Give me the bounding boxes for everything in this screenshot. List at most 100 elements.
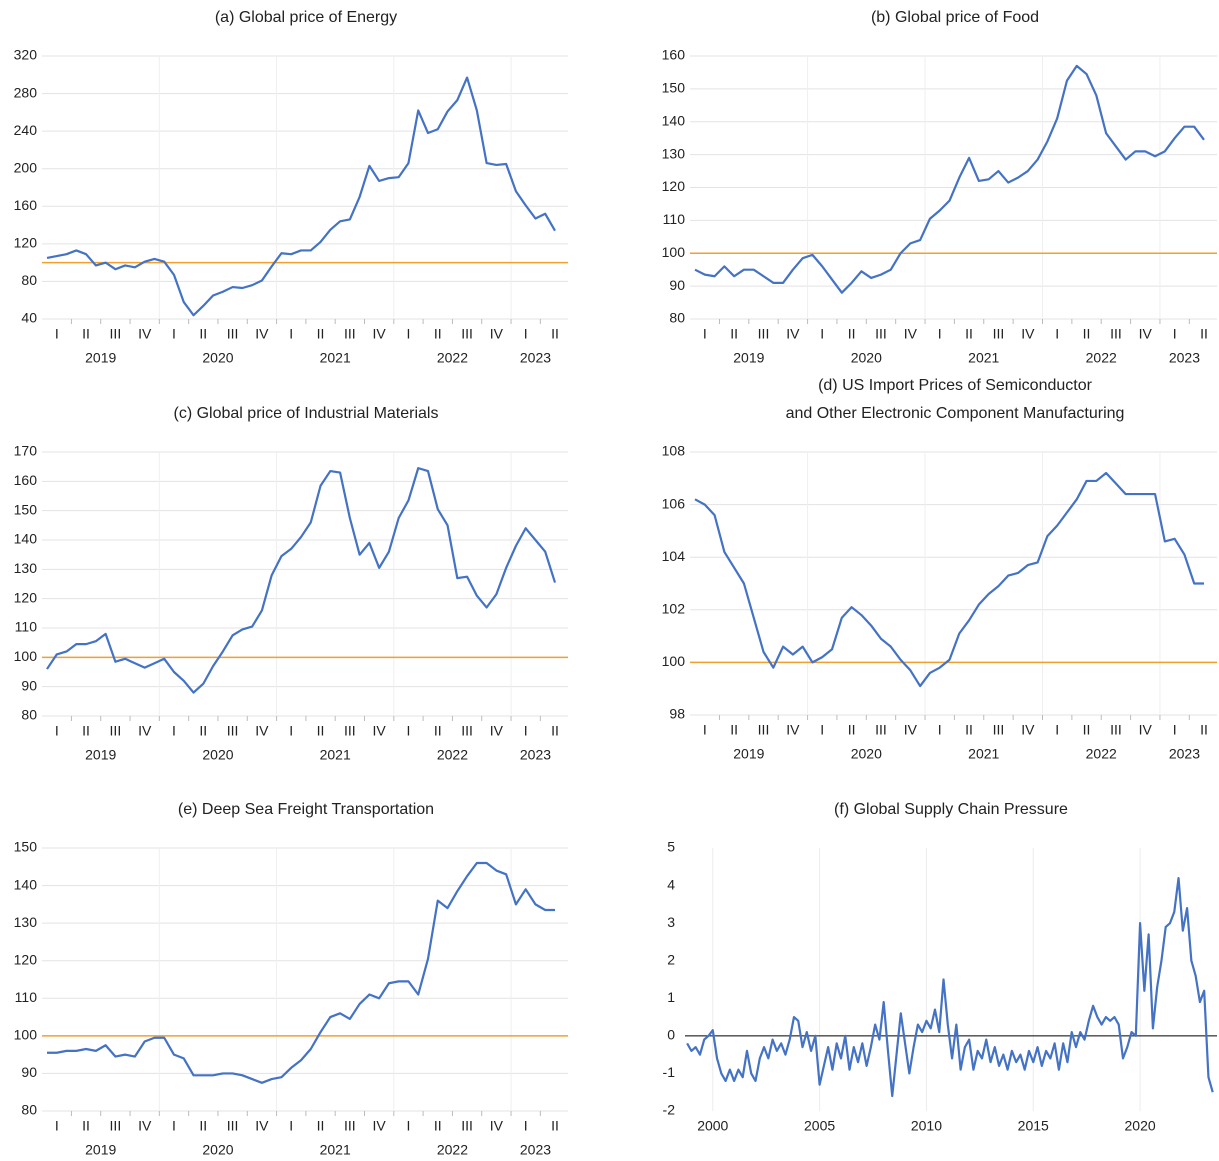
y-tick-label: 100 <box>662 653 686 669</box>
x-tick-label: I <box>289 326 293 342</box>
x-tick-label: II <box>551 326 559 342</box>
x-tick-label: I <box>407 326 411 342</box>
year-label: 2019 <box>85 350 116 366</box>
x-tick-label: II <box>551 723 559 739</box>
x-tick-label: II <box>317 1118 325 1134</box>
x-tick-label: III <box>993 722 1005 738</box>
x-tick-label: I <box>55 723 59 739</box>
x-tick-label: III <box>461 326 473 342</box>
x-tick-label: I <box>820 722 824 738</box>
year-label: 2023 <box>1169 746 1200 762</box>
y-tick-label: -2 <box>663 1102 676 1118</box>
x-tick-label: II <box>434 723 442 739</box>
y-tick-label: 160 <box>14 472 38 488</box>
y-tick-label: 140 <box>14 876 38 892</box>
y-tick-label: 5 <box>667 839 675 855</box>
x-tick-label: IV <box>373 326 387 342</box>
x-tick-label: IV <box>255 723 269 739</box>
y-tick-label: 104 <box>662 548 686 564</box>
year-label: 2023 <box>520 1142 551 1158</box>
year-label: 2020 <box>202 1142 233 1158</box>
year-label: 2022 <box>437 350 468 366</box>
y-tick-label: 130 <box>14 914 38 930</box>
x-tick-label: III <box>344 723 356 739</box>
x-tick-label: II <box>730 326 738 342</box>
x-tick-label: I <box>172 723 176 739</box>
x-tick-label: III <box>461 1118 473 1134</box>
x-tick-label: III <box>227 723 239 739</box>
y-tick-label: 90 <box>669 277 685 293</box>
year-label: 2022 <box>437 747 468 763</box>
data-line <box>46 76 556 317</box>
year-label: 2019 <box>733 746 764 762</box>
year-label: 2021 <box>968 350 999 366</box>
y-tick-label: 80 <box>21 707 37 723</box>
x-tick-label: II <box>317 326 325 342</box>
x-tick-label: 2000 <box>697 1118 728 1134</box>
x-tick-label: III <box>993 326 1005 342</box>
x-tick-label: III <box>110 723 122 739</box>
x-tick-label: II <box>551 1118 559 1134</box>
y-tick-label: 140 <box>14 531 38 547</box>
x-tick-label: I <box>524 723 528 739</box>
year-label: 2021 <box>320 1142 351 1158</box>
data-line <box>47 861 555 1084</box>
year-label: 2022 <box>437 1142 468 1158</box>
y-tick-label: 40 <box>21 310 37 326</box>
x-tick-label: IV <box>490 1118 504 1134</box>
x-tick-label: IV <box>373 723 387 739</box>
x-tick-label: III <box>461 723 473 739</box>
y-tick-label: 120 <box>14 589 38 605</box>
y-tick-label: 110 <box>15 989 38 1005</box>
y-tick-label: 98 <box>669 706 685 722</box>
y-tick-label: 100 <box>14 1027 38 1043</box>
y-tick-label: 106 <box>662 495 686 511</box>
x-tick-label: IV <box>786 326 800 342</box>
x-tick-label: III <box>227 326 239 342</box>
x-tick-label: II <box>434 326 442 342</box>
x-tick-label: I <box>407 723 411 739</box>
y-tick-label: -1 <box>663 1064 676 1080</box>
x-tick-label: II <box>730 722 738 738</box>
x-tick-label: I <box>938 326 942 342</box>
x-tick-label: IV <box>1139 722 1153 738</box>
x-tick-label: II <box>434 1118 442 1134</box>
x-tick-label: I <box>1173 326 1177 342</box>
year-label: 2019 <box>85 747 116 763</box>
x-tick-label: I <box>524 326 528 342</box>
data-line <box>694 471 1204 688</box>
x-tick-label: I <box>55 1118 59 1134</box>
chart-title: (d) US Import Prices of Semiconductor <box>818 377 1093 394</box>
y-tick-label: 320 <box>14 47 38 63</box>
x-tick-label: I <box>524 1118 528 1134</box>
x-tick-label: III <box>1110 722 1122 738</box>
x-tick-label: II <box>1083 326 1091 342</box>
data-line <box>686 876 1214 1098</box>
y-tick-label: 130 <box>662 145 686 161</box>
y-tick-label: 170 <box>14 443 38 459</box>
y-tick-label: 100 <box>14 648 38 664</box>
year-label: 2020 <box>851 350 882 366</box>
x-tick-label: III <box>758 722 770 738</box>
y-tick-label: 120 <box>662 178 686 194</box>
x-tick-label: II <box>1200 326 1208 342</box>
x-tick-label: III <box>227 1118 239 1134</box>
x-tick-label: III <box>758 326 770 342</box>
y-tick-label: 90 <box>21 1064 37 1080</box>
y-tick-label: 2 <box>667 951 675 967</box>
x-tick-label: II <box>82 1118 90 1134</box>
year-label: 2023 <box>520 747 551 763</box>
x-tick-label: II <box>848 326 856 342</box>
y-tick-label: 80 <box>669 310 685 326</box>
x-tick-label: 2005 <box>804 1118 835 1134</box>
x-tick-label: III <box>875 722 887 738</box>
x-tick-label: IV <box>904 722 918 738</box>
x-tick-label: III <box>344 1118 356 1134</box>
y-tick-label: 80 <box>21 1102 37 1118</box>
year-label: 2019 <box>85 1142 116 1158</box>
x-tick-label: 2015 <box>1018 1118 1049 1134</box>
x-tick-label: II <box>199 1118 207 1134</box>
x-tick-label: III <box>1110 326 1122 342</box>
